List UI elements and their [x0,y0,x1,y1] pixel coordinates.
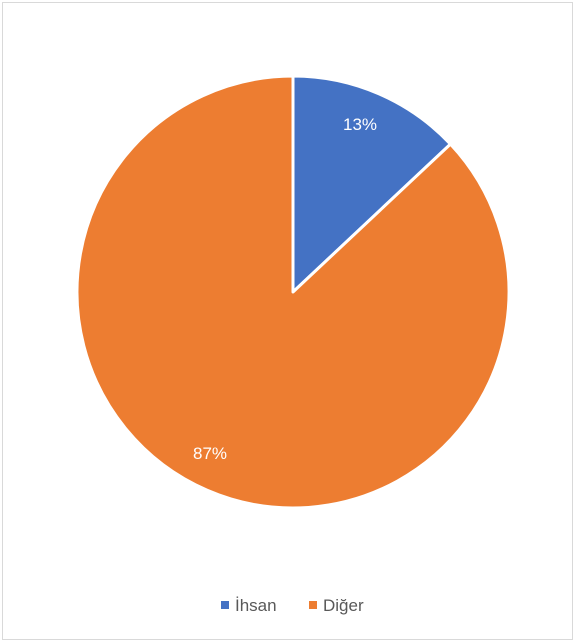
slice-label-diger: 87% [193,444,227,463]
legend: İhsan Diğer [221,596,364,615]
pie-slice-ihsan [291,74,452,294]
legend-label-ihsan: İhsan [235,596,277,615]
pie-slice-diger [75,74,511,510]
legend-swatch-ihsan [221,601,229,609]
legend-swatch-diger [309,601,317,609]
legend-label-diger: Diğer [323,596,364,615]
pie-slices [75,74,511,510]
pie-data-labels: 13% 87% [193,115,377,463]
slice-label-ihsan: 13% [343,115,377,134]
